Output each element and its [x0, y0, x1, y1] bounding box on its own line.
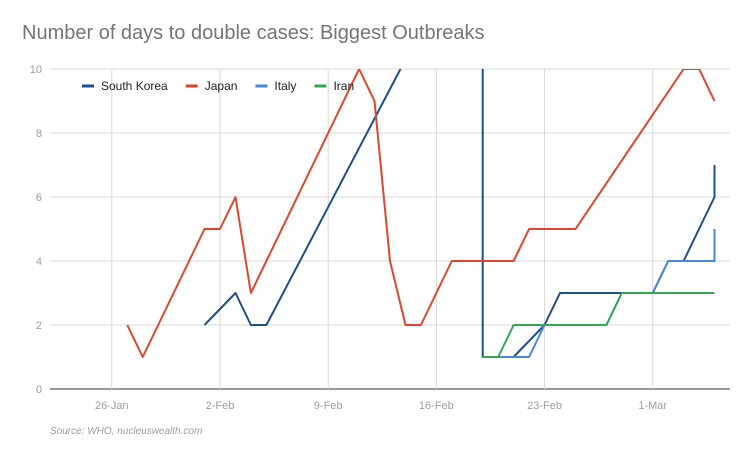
- series-line-south-korea: [203, 69, 716, 358]
- chart-title: Number of days to double cases: Biggest …: [22, 22, 485, 44]
- source-note: Source: WHO, nucleuswealth.com: [50, 426, 203, 437]
- series-line-japan: [126, 69, 716, 358]
- axes: 0 2 4 6 8 10 26-Jan 2-Feb 9-Feb 16-Feb 23-Feb 1-Mar: [30, 64, 668, 412]
- x-tick-label: 16-Feb: [419, 400, 454, 412]
- legend-label: Japan: [205, 79, 238, 93]
- legend: South Korea Japan Italy Iran: [82, 79, 354, 93]
- y-tick-label: 4: [36, 256, 42, 268]
- x-tick-label: 1-Mar: [638, 400, 667, 412]
- y-tick-label: 2: [36, 320, 42, 332]
- x-tick-label: 2-Feb: [206, 400, 235, 412]
- y-tick-label: 0: [36, 384, 42, 396]
- series-lines: [126, 69, 716, 358]
- series-line-iran: [482, 292, 715, 358]
- y-tick-label: 10: [30, 64, 42, 76]
- legend-label: Italy: [274, 79, 296, 93]
- x-tick-label: 26-Jan: [95, 400, 129, 412]
- grid-lines: [50, 68, 730, 390]
- legend-label: Iran: [333, 79, 354, 93]
- x-tick-label: 9-Feb: [314, 400, 343, 412]
- legend-label: South Korea: [101, 79, 168, 93]
- y-tick-label: 8: [36, 128, 42, 140]
- x-tick-label: 23-Feb: [527, 400, 562, 412]
- y-tick-label: 6: [36, 192, 42, 204]
